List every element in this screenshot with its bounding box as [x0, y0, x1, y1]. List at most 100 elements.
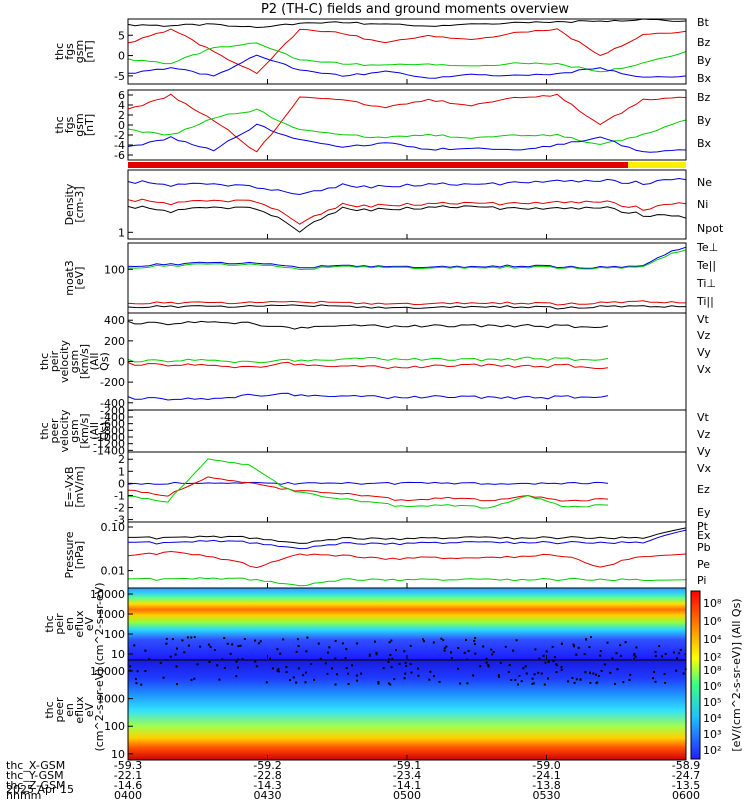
heatmap-pixel [584, 671, 587, 674]
heatmap-pixel [510, 679, 513, 681]
series-pi [127, 529, 687, 550]
legend-by: By [697, 54, 712, 67]
heatmap-pixel [377, 682, 380, 685]
heatmap-pixel [345, 667, 348, 670]
legend-bx: Bx [697, 72, 712, 85]
legend-vz: Vz [697, 428, 711, 441]
ephem-value: -14.1 [393, 779, 421, 792]
heatmap-pixel [193, 636, 196, 639]
ephem-row-label: thc_X-GSM [6, 759, 65, 772]
heatmap-pixel [507, 670, 510, 673]
heatmap-pixel [472, 674, 475, 677]
series-bz [127, 28, 687, 75]
y-axis-label: eV [83, 702, 96, 717]
heatmap-pixel [327, 651, 329, 654]
y-tick-label: 1000 [97, 693, 125, 706]
legend-ti: Ti|| [696, 295, 714, 308]
heatmap-pixel [304, 681, 307, 684]
heatmap-pixel [144, 649, 147, 652]
panel-8: 0.10 0.01 Pressure[nPa] Pt Pb Pe Pi [63, 520, 711, 589]
heatmap-pixel [579, 678, 582, 681]
heatmap-pixel [390, 639, 393, 642]
y-tick-label: 100 [104, 263, 125, 276]
y-tick-label: 2 [118, 109, 125, 122]
y-axis-label: [mV/m] [73, 466, 86, 507]
heatmap-pixel [443, 647, 446, 649]
y-tick-label: 0 [118, 356, 125, 369]
heatmap-pixel [459, 682, 462, 685]
series-pt [128, 527, 687, 544]
heatmap-pixel [438, 680, 441, 683]
heatmap-pixel [213, 649, 216, 651]
colorbar-label: [eV/(cm^2-s-sr-eV)] (All Qs) [730, 598, 743, 751]
heatmap-pixel [654, 650, 657, 653]
legend-vt: Vt [697, 313, 710, 326]
heatmap-pixel [289, 679, 291, 682]
heatmap-pixel [344, 657, 347, 660]
heatmap-pixel [466, 682, 469, 685]
heatmap-pixel [597, 674, 600, 677]
heatmap-pixel [243, 638, 246, 640]
heatmap-pixel [403, 650, 406, 653]
heatmap-pixel [616, 668, 619, 671]
y-tick-label: 10 [111, 748, 125, 761]
heatmap-pixel [187, 644, 190, 647]
heatmap-pixel [457, 647, 460, 649]
series-bt [127, 18, 687, 29]
y-tick-label: -1400 [93, 444, 125, 457]
ephem-value: -59.0 [532, 759, 560, 772]
heatmap-pixel [404, 672, 407, 675]
y-tick-label: 4 [118, 99, 125, 112]
heatmap-pixel [276, 669, 279, 672]
heatmap-pixel [231, 643, 234, 646]
heatmap-pixel [485, 657, 488, 660]
y-axis-label: thc [38, 353, 51, 370]
ephem-value: -14.6 [114, 779, 142, 792]
heatmap-pixel [538, 657, 541, 660]
heatmap-pixel [355, 674, 358, 677]
heatmap-pixel [347, 672, 350, 675]
heatmap-pixel [176, 683, 178, 686]
heatmap-pixel [393, 678, 396, 681]
heatmap-pixel [473, 643, 476, 646]
heatmap-pixel [553, 656, 556, 659]
heatmap-pixel [356, 679, 359, 682]
y-tick-label: -2 [114, 129, 125, 142]
heatmap-pixel [512, 649, 515, 652]
heatmap-pixel [223, 637, 226, 640]
heatmap-pixel [599, 650, 602, 653]
heatmap-pixel [216, 664, 219, 667]
ephemeris-table: thc_X-GSM -59.3 -59.2 -59.1 -59.0 -58.9 thc_Y-… [6, 759, 700, 800]
heatmap-pixel [377, 681, 380, 684]
heatmap-pixel [652, 677, 654, 680]
heatmap-pixel [319, 657, 322, 660]
heatmap-pixel [375, 651, 378, 654]
ephem-value: 0500 [393, 789, 421, 800]
heatmap-pixel [575, 678, 578, 681]
heatmap-pixel [241, 658, 244, 661]
heatmap-pixel [440, 637, 443, 640]
y-tick-label: -1 [114, 489, 125, 502]
heatmap-pixel [388, 641, 391, 644]
heatmap-pixel [432, 641, 435, 644]
heatmap-pixel [129, 665, 132, 668]
heatmap-pixel [499, 661, 502, 664]
heatmap-pixel [571, 676, 574, 679]
y-axis-label: [nT] [83, 114, 96, 136]
heatmap-pixel [474, 637, 477, 639]
heatmap-pixel [599, 654, 602, 657]
series-bx [127, 54, 687, 79]
legend-pe: Pe [697, 558, 710, 571]
heatmap-pixel [547, 660, 550, 663]
series-pb [127, 550, 687, 569]
panel-3: 1 Density[cm-3] Ne Ni Npot [63, 169, 724, 240]
series-bx [127, 123, 687, 153]
ephem-row-label: thc_Y-GSM [6, 769, 64, 782]
legend-pt: Pt [697, 520, 709, 533]
heatmap-pixel [282, 638, 285, 641]
series-by [127, 108, 687, 146]
heatmap-pixel [306, 636, 309, 639]
heatmap-pixel [297, 645, 300, 648]
